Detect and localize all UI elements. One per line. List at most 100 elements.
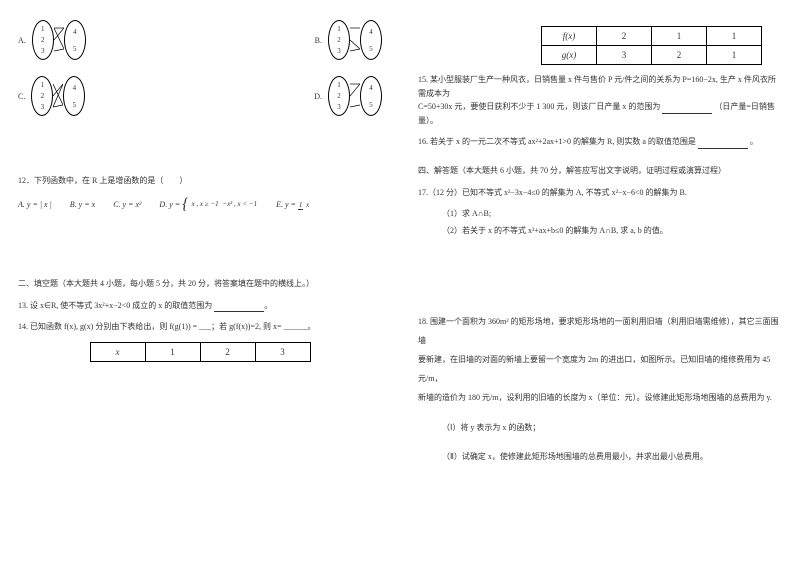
table-cell: 2 [652, 46, 707, 65]
set-el: 1 [41, 81, 45, 89]
diagram-d: D. 1 2 3 4 5 [314, 76, 382, 116]
table-cell: g(x) [542, 46, 597, 65]
set-el: 4 [73, 28, 77, 36]
pw-bot: −x² , x < −1 [221, 200, 258, 208]
q18-l2: 要新建，在旧墙的对面的新墙上要留一个宽度为 2m 的进出口，如图所示。已知旧墙的… [418, 355, 770, 383]
table-cell: 2 [597, 27, 652, 46]
q16-text: 16. 若关于 x 的一元二次不等式 ax²+2ax+1>0 的解集为 R, 则… [418, 137, 696, 146]
question-12: 12．下列函数中，在 R 上是增函数的是（ ） [18, 174, 382, 188]
section-2-title: 二、填空题（本大题共 4 小题，每小题 5 分，共 20 分，将答案填在题中的横… [18, 278, 382, 289]
set-el: 2 [41, 36, 45, 44]
q12-opt-c: C. y = x² [113, 200, 141, 209]
mapping-pair: 1 2 3 4 5 [328, 20, 382, 60]
table-cell: 1 [145, 342, 200, 361]
set-el: 5 [73, 45, 77, 53]
set-el: 5 [369, 101, 373, 109]
section-4-title: 四、解答题（本大题共 6 小题，共 70 分，解答应写出文字说明，证明过程或演算… [418, 165, 782, 176]
set-el: 2 [337, 92, 341, 100]
mapping-arrows-icon [54, 24, 64, 56]
right-oval: 4 5 [360, 76, 382, 116]
q12-opt-a: A. y = | x | [18, 200, 52, 209]
set-el: 3 [337, 47, 341, 55]
q18-part1: （Ⅰ）将 y 表示为 x 的函数； [442, 422, 782, 433]
set-el: 4 [73, 84, 77, 92]
left-column: A. 1 2 3 4 5 B. 1 [0, 0, 400, 565]
set-el: 5 [73, 101, 77, 109]
spacer [418, 270, 782, 304]
q17-part2: （2）若关于 x 的不等式 x²+ax+b≤0 的解集为 A∩B, 求 a, b… [442, 225, 782, 236]
pw-top: x , x ≥ −1 [191, 200, 220, 208]
diagram-row-2: C. 1 2 3 4 5 D. 1 2 [18, 76, 382, 116]
mapping-arrows-icon [53, 80, 63, 112]
q12-options: A. y = | x | B. y = x C. y = x² D. y = {… [18, 196, 382, 214]
mapping-pair: 1 2 3 4 5 [31, 76, 85, 116]
spacer [418, 236, 782, 270]
set-el: 1 [337, 81, 341, 89]
table-fg: f(x) 2 1 1 g(x) 3 2 1 [541, 26, 762, 65]
mapping-pair: 1 2 3 4 5 [328, 76, 382, 116]
set-el: 2 [337, 36, 341, 44]
table-cell: 3 [597, 46, 652, 65]
table-row: f(x) 2 1 1 [542, 27, 762, 46]
question-17: 17.（12 分）已知不等式 x²−3x−4≤0 的解集为 A, 不等式 x²−… [418, 186, 782, 200]
set-el: 2 [41, 92, 45, 100]
question-15: 15. 某小型服装厂生产一种风衣，日销售量 x 件与售价 P 元/件之间的关系为… [418, 73, 782, 127]
mapping-arrows-icon [350, 24, 360, 56]
table-cell: 1 [707, 27, 762, 46]
diagram-a: A. 1 2 3 4 5 [18, 20, 86, 60]
table-cell: 2 [200, 342, 255, 361]
table-cell: 1 [707, 46, 762, 65]
q13-text: 13. 设 x∈R, 使不等式 3x²+x−2<0 成立的 x 的取值范围为 [18, 301, 212, 310]
q12-e-prefix: E. y = [276, 200, 296, 209]
q12-d-prefix: D. y = [159, 199, 180, 208]
blank-line [214, 302, 264, 312]
question-18: 18. 围建一个面积为 360m² 的矩形场地，要求矩形场地的一面利用旧墙（利用… [418, 312, 782, 408]
table-cell: 1 [652, 27, 707, 46]
set-el: 1 [41, 25, 45, 33]
left-oval: 1 2 3 [328, 20, 350, 60]
diagram-b: B. 1 2 3 4 5 [315, 20, 382, 60]
spacer [18, 228, 382, 262]
question-16: 16. 若关于 x 的一元二次不等式 ax²+2ax+1>0 的解集为 R, 则… [418, 135, 782, 149]
right-oval: 4 5 [63, 76, 85, 116]
left-oval: 1 2 3 [31, 76, 53, 116]
right-column: f(x) 2 1 1 g(x) 3 2 1 15. 某小型服装厂生产一种风衣，日… [400, 0, 800, 565]
denominator: x [305, 201, 310, 209]
set-el: 4 [369, 84, 373, 92]
right-oval: 4 5 [64, 20, 86, 60]
table-x-header: x 1 2 3 [90, 342, 311, 362]
table-cell: 3 [255, 342, 310, 361]
set-el: 1 [337, 25, 341, 33]
table-row: x 1 2 3 [90, 342, 310, 361]
mapping-pair: 1 2 3 4 5 [32, 20, 86, 60]
diagram-row-1: A. 1 2 3 4 5 B. 1 [18, 20, 382, 60]
mapping-arrows-icon [350, 80, 360, 112]
piecewise: x , x ≥ −1 −x² , x < −1 [191, 201, 259, 208]
q12-opt-d: D. y = { x , x ≥ −1 −x² , x < −1 [159, 196, 258, 214]
right-oval: 4 5 [360, 20, 382, 60]
question-14: 14. 已知函数 f(x), g(x) 分别由下表给出，则 f(g(1)) = … [18, 320, 382, 334]
set-el: 3 [337, 103, 341, 111]
diagram-c: C. 1 2 3 4 5 [18, 76, 85, 116]
set-el: 4 [369, 28, 373, 36]
option-label-c: C. [18, 92, 25, 101]
q12-opt-b: B. y = x [70, 200, 95, 209]
q15-line1: 15. 某小型服装厂生产一种风衣，日销售量 x 件与售价 P 元/件之间的关系为… [418, 75, 776, 98]
question-13: 13. 设 x∈R, 使不等式 3x²+x−2<0 成立的 x 的取值范围为 。 [18, 299, 382, 313]
set-el: 3 [41, 47, 45, 55]
q12-opt-e: E. y = 1 x [276, 200, 310, 209]
blank-line [662, 104, 712, 114]
option-label-b: B. [315, 36, 322, 45]
q18-part2: （Ⅱ）试确定 x，使修建此矩形场地围墙的总费用最小，并求出最小总费用。 [442, 451, 782, 462]
left-oval: 1 2 3 [328, 76, 350, 116]
numerator: 1 [298, 201, 304, 210]
left-oval: 1 2 3 [32, 20, 54, 60]
table-row: g(x) 3 2 1 [542, 46, 762, 65]
q17-part1: （1）求 A∩B; [442, 208, 782, 219]
q16-tail: 。 [750, 137, 758, 146]
set-el: 5 [369, 45, 373, 53]
q18-l3: 新墙的造价为 180 元/m，设利用的旧墙的长度为 x（单位：元）。设修建此矩形… [418, 393, 772, 402]
q15-line2: C=50+30x 元，要使日获利不少于 1 300 元，则该厂日产量 x 的范围… [418, 102, 660, 111]
option-label-a: A. [18, 36, 26, 45]
fraction: 1 x [298, 202, 310, 209]
